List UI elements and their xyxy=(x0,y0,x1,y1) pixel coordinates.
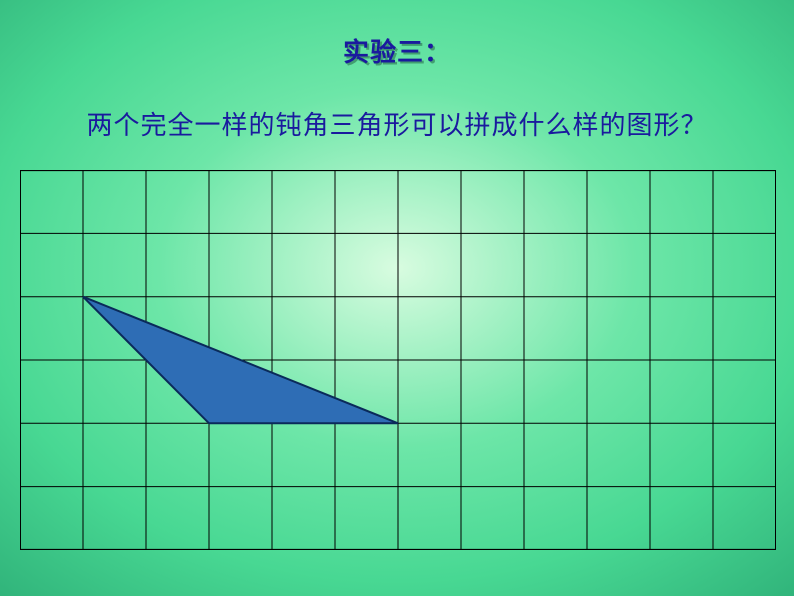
experiment-title: 实验三： xyxy=(0,0,794,69)
grid-diagram xyxy=(20,170,776,550)
title-text: 实验三： xyxy=(343,38,451,67)
grid-svg xyxy=(20,170,776,550)
question-text: 两个完全一样的钝角三角形可以拼成什么样的图形？ xyxy=(0,105,794,142)
